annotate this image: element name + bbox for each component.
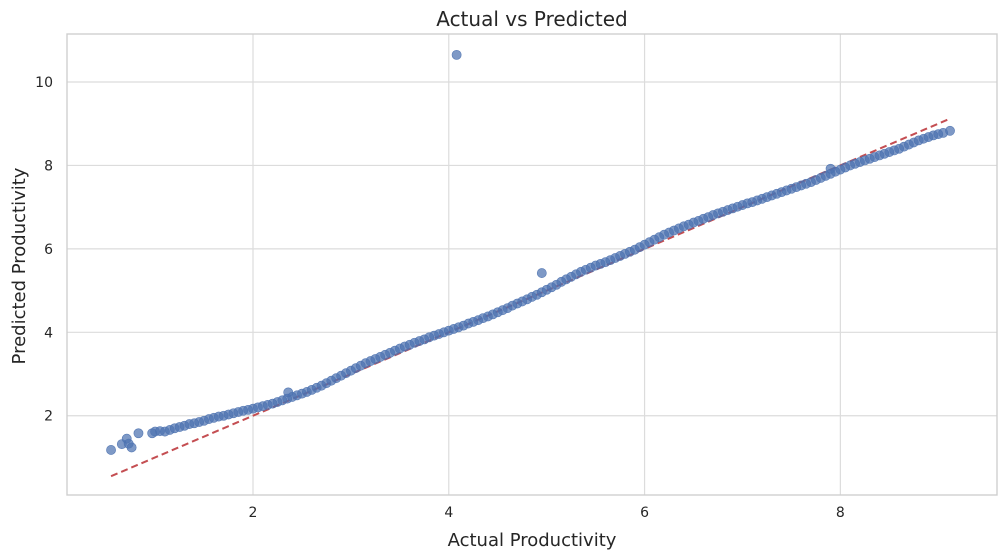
x-tick-label: 4 <box>444 505 453 521</box>
y-tick-label: 8 <box>44 158 53 174</box>
y-tick-label: 2 <box>44 409 53 425</box>
y-tick-labels: 2 4 6 8 10 <box>35 75 53 425</box>
x-tick-label: 2 <box>249 505 258 521</box>
y-axis-label: Predicted Productivity <box>9 167 30 364</box>
grid-lines <box>67 34 997 495</box>
data-point <box>126 442 137 453</box>
y-tick-label: 4 <box>44 325 53 341</box>
data-point <box>451 49 462 60</box>
data-point <box>536 268 547 278</box>
data-point <box>106 445 116 455</box>
x-axis-label: Actual Productivity <box>448 530 617 551</box>
data-point <box>825 163 836 174</box>
data-point <box>945 125 955 136</box>
data-point <box>133 428 144 439</box>
chart-title: Actual vs Predicted <box>436 7 628 31</box>
x-tick-label: 6 <box>640 505 649 521</box>
x-tick-labels: 2 4 6 8 <box>249 505 845 521</box>
plot-frame <box>66 33 998 496</box>
y-tick-label: 10 <box>35 75 53 91</box>
x-tick-label: 8 <box>836 505 845 521</box>
data-points <box>106 49 955 455</box>
y-tick-label: 6 <box>44 242 53 258</box>
